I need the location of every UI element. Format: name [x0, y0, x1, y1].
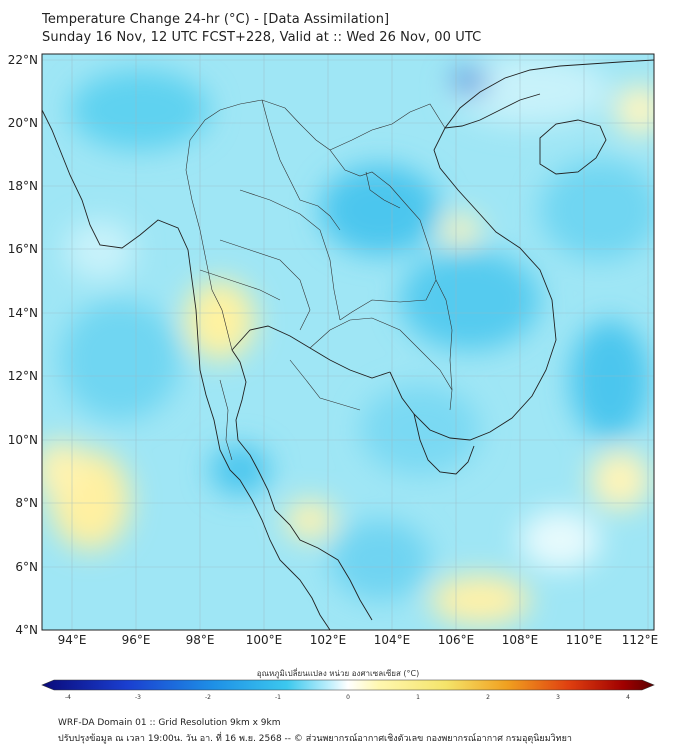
admin-borders — [185, 99, 453, 461]
colorbar-tick: 2 — [486, 694, 490, 701]
colorbar-tick: -4 — [65, 694, 71, 701]
lon-label: 110°E — [566, 633, 603, 647]
coastlines — [42, 59, 654, 630]
lon-label: 98°E — [186, 633, 215, 647]
lon-label: 94°E — [58, 633, 87, 647]
colorbar-tick: -2 — [205, 694, 211, 701]
colorbar-tick: -1 — [275, 694, 281, 701]
colorbar-tick: 0 — [346, 694, 350, 701]
lon-label: 104°E — [374, 633, 411, 647]
lat-label: 12°N — [8, 369, 38, 383]
lat-label: 6°N — [15, 560, 38, 574]
lon-label: 112°E — [622, 633, 659, 647]
colorbar-scale — [41, 679, 655, 691]
lat-label: 22°N — [8, 53, 38, 67]
colorbar-tick: 3 — [556, 694, 560, 701]
colorbar: -4 -3 -2 -1 0 1 2 3 4 — [41, 679, 655, 701]
lon-label: 102°E — [310, 633, 347, 647]
lat-label: 14°N — [8, 306, 38, 320]
lat-label: 4°N — [15, 623, 38, 637]
lon-label: 100°E — [246, 633, 283, 647]
temperature-field — [42, 54, 654, 630]
lon-label: 96°E — [122, 633, 151, 647]
lon-label: 108°E — [502, 633, 539, 647]
footer-credit: ปรับปรุงข้อมูล ณ เวลา 19:00น. วัน อา. ที… — [58, 734, 572, 744]
latitude-labels: 22°N 20°N 18°N 16°N 14°N 12°N 10°N 8°N 6… — [8, 53, 38, 637]
colorbar-tick: 4 — [626, 694, 630, 701]
colorbar-label: อุณหภูมิเปลี่ยนแปลง หน่วย องศาเซลเซียส (… — [256, 669, 420, 678]
footer-model-info: WRF-DA Domain 01 :: Grid Resolution 9km … — [58, 718, 281, 728]
longitude-labels: 94°E 96°E 98°E 100°E 102°E 104°E 106°E 1… — [58, 633, 659, 647]
map-frame — [41, 53, 655, 631]
lat-label: 10°N — [8, 433, 38, 447]
graticule — [42, 54, 654, 630]
lon-label: 106°E — [438, 633, 475, 647]
map-subtitle: Sunday 16 Nov, 12 UTC FCST+228, Valid at… — [42, 30, 482, 45]
colorbar-tick: 1 — [416, 694, 420, 701]
map-title: Temperature Change 24-hr (°C) - [Data As… — [42, 12, 390, 27]
colorbar-tick: -3 — [135, 694, 141, 701]
lat-label: 18°N — [8, 179, 38, 193]
lat-label: 16°N — [8, 242, 38, 256]
lat-label: 8°N — [15, 496, 38, 510]
lat-label: 20°N — [8, 116, 38, 130]
